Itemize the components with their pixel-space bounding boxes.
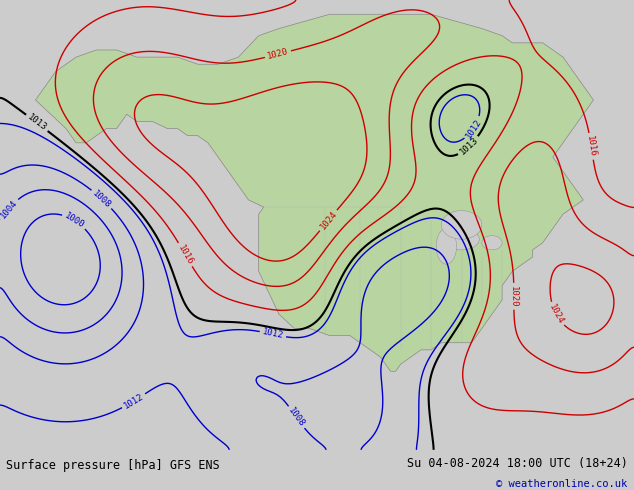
Text: 1004: 1004: [0, 198, 20, 220]
Text: 1012: 1012: [261, 328, 284, 341]
Text: 1012: 1012: [464, 117, 483, 140]
Text: 1013: 1013: [25, 113, 48, 133]
Text: © weatheronline.co.uk: © weatheronline.co.uk: [496, 479, 628, 489]
Text: 1013: 1013: [458, 136, 480, 157]
Text: Surface pressure [hPa] GFS ENS: Surface pressure [hPa] GFS ENS: [6, 460, 220, 472]
Text: 1020: 1020: [509, 286, 519, 307]
Text: Su 04-08-2024 18:00 UTC (18+24): Su 04-08-2024 18:00 UTC (18+24): [407, 457, 628, 470]
Text: 1024: 1024: [318, 209, 339, 232]
Ellipse shape: [441, 211, 482, 239]
Text: 1000: 1000: [63, 211, 86, 230]
Text: 1012: 1012: [122, 392, 145, 411]
Ellipse shape: [436, 228, 456, 264]
Ellipse shape: [444, 228, 479, 250]
Text: 1008: 1008: [287, 406, 306, 429]
Text: 1008: 1008: [91, 188, 113, 210]
Text: 1016: 1016: [176, 243, 195, 266]
Polygon shape: [36, 14, 593, 371]
Ellipse shape: [482, 236, 502, 250]
Text: 1016: 1016: [585, 135, 597, 158]
Text: 1020: 1020: [266, 47, 290, 61]
Text: 1024: 1024: [547, 303, 566, 326]
